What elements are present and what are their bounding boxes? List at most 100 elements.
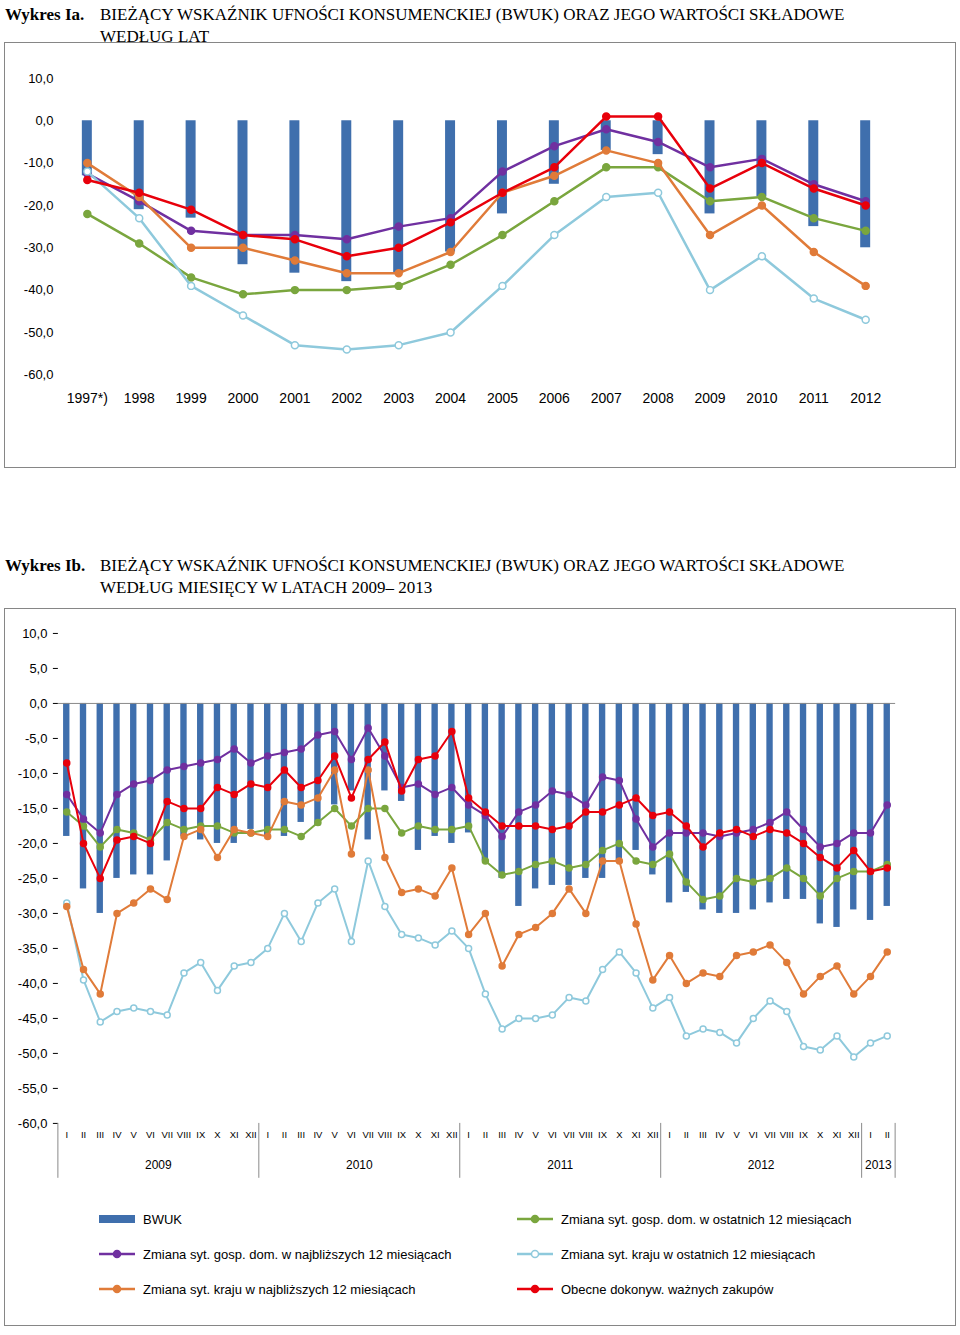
svg-text:0,0: 0,0	[35, 113, 53, 128]
svg-text:IV: IV	[313, 1129, 323, 1140]
svg-text:2007: 2007	[591, 390, 622, 406]
html-text:Zmiana syt. gosp. dom. w ostat: Zmiana syt. gosp. dom. w ostatnich 12 mi…	[561, 1211, 852, 1227]
svg-text:III: III	[297, 1129, 305, 1140]
svg-text:-40,0: -40,0	[24, 282, 54, 297]
svg-text:X: X	[415, 1129, 422, 1140]
svg-text:2009: 2009	[694, 390, 725, 406]
svg-text:I: I	[467, 1129, 470, 1140]
svg-text:2009: 2009	[145, 1158, 172, 1172]
svg-text:-25,0: -25,0	[18, 871, 48, 886]
svg-text:I: I	[668, 1129, 671, 1140]
svg-text:IX: IX	[196, 1129, 206, 1140]
html-text:BIEŻĄCY WSKAŹNIK UFNOŚCI KONSU: BIEŻĄCY WSKAŹNIK UFNOŚCI KONSUMENCKIEJ (…	[100, 556, 845, 597]
svg-text:XII: XII	[647, 1129, 659, 1140]
svg-text:XI: XI	[431, 1129, 440, 1140]
svg-text:V: V	[733, 1129, 740, 1140]
svg-text:VI: VI	[347, 1129, 356, 1140]
svg-text:-20,0: -20,0	[24, 198, 54, 213]
svg-text:XII: XII	[446, 1129, 458, 1140]
html-text:Wykres Ib.: Wykres Ib.	[5, 556, 86, 575]
svg-text:VIII: VIII	[579, 1129, 593, 1140]
svg-text:XII: XII	[245, 1129, 257, 1140]
svg-text:2004: 2004	[435, 390, 466, 406]
svg-text:-55,0: -55,0	[18, 1081, 48, 1096]
svg-text:III: III	[498, 1129, 506, 1140]
svg-text:-50,0: -50,0	[24, 325, 54, 340]
svg-text:VIII: VIII	[780, 1129, 794, 1140]
svg-text:VIII: VIII	[177, 1129, 191, 1140]
svg-text:II: II	[81, 1129, 86, 1140]
svg-text:2002: 2002	[331, 390, 362, 406]
svg-text:-15,0: -15,0	[18, 801, 48, 816]
svg-text:XI: XI	[833, 1129, 842, 1140]
svg-text:VI: VI	[548, 1129, 557, 1140]
svg-text:-45,0: -45,0	[18, 1011, 48, 1026]
svg-text:5,0: 5,0	[29, 661, 47, 676]
svg-text:III: III	[699, 1129, 707, 1140]
svg-text:XII: XII	[848, 1129, 860, 1140]
svg-text:XI: XI	[632, 1129, 641, 1140]
svg-text:X: X	[214, 1129, 221, 1140]
svg-text:2006: 2006	[539, 390, 570, 406]
svg-text:-35,0: -35,0	[18, 941, 48, 956]
svg-text:X: X	[616, 1129, 623, 1140]
svg-text:IV: IV	[113, 1129, 123, 1140]
svg-text:VI: VI	[146, 1129, 155, 1140]
svg-text:V: V	[131, 1129, 138, 1140]
svg-text:2005: 2005	[487, 390, 518, 406]
svg-text:-60,0: -60,0	[18, 1116, 48, 1131]
svg-text:1998: 1998	[124, 390, 155, 406]
svg-text:2001: 2001	[279, 390, 310, 406]
svg-text:-5,0: -5,0	[25, 731, 47, 746]
svg-text:2011: 2011	[799, 390, 829, 406]
svg-text:2012: 2012	[748, 1158, 775, 1172]
svg-text:II: II	[282, 1129, 287, 1140]
svg-text:1999: 1999	[176, 390, 207, 406]
svg-text:VII: VII	[161, 1129, 173, 1140]
svg-text:XI: XI	[230, 1129, 239, 1140]
svg-text:-60,0: -60,0	[24, 367, 54, 382]
svg-text:10,0: 10,0	[28, 71, 53, 86]
svg-text:0,0: 0,0	[29, 696, 47, 711]
svg-text:-20,0: -20,0	[18, 836, 48, 851]
svg-text:I: I	[869, 1129, 872, 1140]
svg-text:II: II	[483, 1129, 488, 1140]
svg-text:IX: IX	[397, 1129, 407, 1140]
svg-text:III: III	[96, 1129, 104, 1140]
svg-text:VIII: VIII	[378, 1129, 392, 1140]
svg-text:2008: 2008	[643, 390, 674, 406]
svg-text:VII: VII	[563, 1129, 575, 1140]
svg-text:2012: 2012	[850, 390, 881, 406]
svg-text:VII: VII	[764, 1129, 776, 1140]
svg-text:IX: IX	[799, 1129, 809, 1140]
svg-text:-10,0: -10,0	[18, 766, 48, 781]
svg-text:IV: IV	[514, 1129, 524, 1140]
svg-text:2010: 2010	[746, 390, 777, 406]
svg-text:10,0: 10,0	[22, 626, 47, 641]
svg-text:IX: IX	[598, 1129, 608, 1140]
svg-text:-30,0: -30,0	[18, 906, 48, 921]
svg-text:2013: 2013	[865, 1158, 892, 1172]
svg-text:I: I	[266, 1129, 269, 1140]
svg-text:IV: IV	[715, 1129, 725, 1140]
svg-text:-30,0: -30,0	[24, 240, 54, 255]
svg-text:2003: 2003	[383, 390, 414, 406]
html-text:Wykres Ia.: Wykres Ia.	[5, 5, 85, 24]
svg-text:2000: 2000	[227, 390, 258, 406]
svg-text:1997*): 1997*)	[67, 390, 108, 406]
svg-text:2011: 2011	[547, 1158, 573, 1172]
svg-text:VI: VI	[749, 1129, 758, 1140]
svg-text:II: II	[684, 1129, 689, 1140]
svg-text:-50,0: -50,0	[18, 1046, 48, 1061]
svg-text:-40,0: -40,0	[18, 976, 48, 991]
html-text:BWUK: BWUK	[143, 1211, 182, 1227]
svg-text:V: V	[332, 1129, 339, 1140]
svg-text:X: X	[817, 1129, 824, 1140]
svg-text:II: II	[885, 1129, 890, 1140]
html-text:BIEŻĄCY WSKAŹNIK UFNOŚCI KONSU: BIEŻĄCY WSKAŹNIK UFNOŚCI KONSUMENCKIEJ (…	[100, 5, 845, 46]
svg-text:2010: 2010	[346, 1158, 373, 1172]
svg-text:V: V	[532, 1129, 539, 1140]
svg-text:I: I	[65, 1129, 68, 1140]
svg-text:VII: VII	[362, 1129, 374, 1140]
svg-text:-10,0: -10,0	[24, 155, 54, 170]
